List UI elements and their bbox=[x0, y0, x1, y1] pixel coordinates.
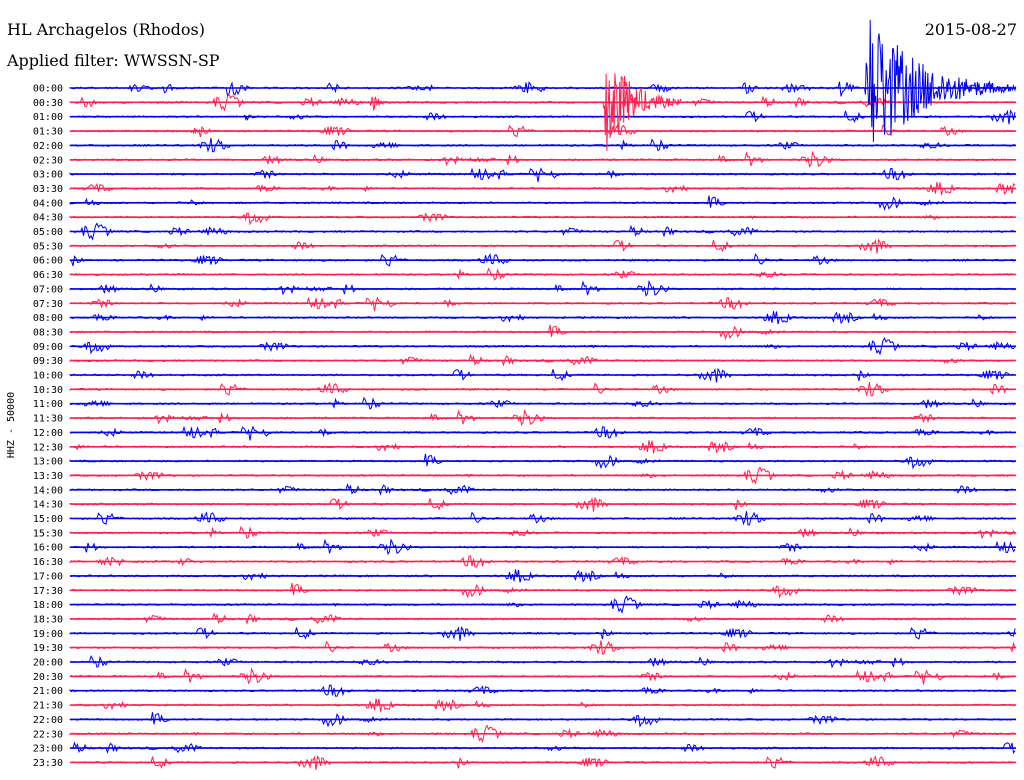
time-tick-label: 16:30 bbox=[33, 557, 63, 568]
time-tick-label: 01:30 bbox=[33, 127, 63, 138]
time-tick-label: 03:30 bbox=[33, 184, 63, 195]
time-tick-label: 15:30 bbox=[33, 528, 63, 539]
time-tick-label: 00:00 bbox=[33, 84, 63, 95]
time-tick-label: 05:00 bbox=[33, 227, 63, 238]
trace-line bbox=[69, 81, 1016, 97]
event-waveform bbox=[369, 96, 389, 112]
time-tick-label: 20:00 bbox=[33, 658, 63, 669]
event-waveform bbox=[621, 89, 641, 113]
time-tick-label: 06:30 bbox=[33, 270, 63, 281]
event-waveform bbox=[189, 127, 209, 135]
time-tick-label: 22:00 bbox=[33, 715, 63, 726]
time-tick-label: 02:00 bbox=[33, 141, 63, 152]
trace-line bbox=[69, 212, 1016, 226]
time-tick-label: 21:30 bbox=[33, 701, 63, 712]
trace-line bbox=[69, 367, 1016, 383]
time-tick-label: 08:30 bbox=[33, 327, 63, 338]
event-waveform bbox=[864, 19, 1017, 142]
event-waveform bbox=[602, 73, 682, 151]
filter-label: Applied filter: WWSSN-SP bbox=[6, 51, 220, 70]
time-tick-label: 11:30 bbox=[33, 414, 63, 425]
time-tick-label: 07:00 bbox=[33, 284, 63, 295]
time-tick-label: 15:00 bbox=[33, 514, 63, 525]
time-tick-label: 18:00 bbox=[33, 600, 63, 611]
seismic-traces bbox=[69, 81, 1016, 771]
time-tick-label: 23:30 bbox=[33, 758, 63, 769]
time-tick-label: 02:30 bbox=[33, 155, 63, 166]
time-tick-label: 09:30 bbox=[33, 356, 63, 367]
time-tick-label: 08:00 bbox=[33, 313, 63, 324]
time-tick-label: 20:30 bbox=[33, 672, 63, 683]
time-tick-label: 05:30 bbox=[33, 241, 63, 252]
time-tick-label: 00:30 bbox=[33, 98, 63, 109]
time-tick-label: 13:30 bbox=[33, 471, 63, 482]
time-tick-label: 11:00 bbox=[33, 399, 63, 410]
trace-line bbox=[69, 626, 1016, 641]
seismic-events bbox=[189, 19, 1017, 151]
time-tick-label: 03:00 bbox=[33, 170, 63, 181]
time-tick-label: 19:00 bbox=[33, 629, 63, 640]
trace-line bbox=[69, 167, 1016, 183]
station-title: HL Archagelos (Rhodos) bbox=[7, 20, 205, 39]
date-label: 2015-08-27 bbox=[925, 20, 1017, 39]
y-axis-label: HHZ - 50000 bbox=[6, 392, 17, 458]
trace-line bbox=[69, 238, 1016, 254]
time-tick-label: 04:00 bbox=[33, 198, 63, 209]
time-tick-label: 10:30 bbox=[33, 385, 63, 396]
time-tick-label: 19:30 bbox=[33, 643, 63, 654]
trace-line bbox=[69, 425, 1016, 441]
time-tick-label: 10:00 bbox=[33, 371, 63, 382]
time-tick-label: 23:00 bbox=[33, 744, 63, 755]
time-tick-label: 13:00 bbox=[33, 457, 63, 468]
trace-line bbox=[69, 296, 1016, 312]
time-tick-label: 06:00 bbox=[33, 256, 63, 267]
event-waveform bbox=[243, 114, 262, 121]
time-tick-label: 16:00 bbox=[33, 543, 63, 554]
time-tick-label: 07:30 bbox=[33, 299, 63, 310]
time-tick-label: 17:30 bbox=[33, 586, 63, 597]
time-tick-label: 14:30 bbox=[33, 500, 63, 511]
time-tick-label: 21:00 bbox=[33, 686, 63, 697]
time-tick-label: 04:30 bbox=[33, 213, 63, 224]
time-tick-label: 09:00 bbox=[33, 342, 63, 353]
time-tick-labels: 00:00 00:30 01:00 01:30 02:00 02:30 03:00 03:30… bbox=[33, 84, 63, 769]
trace-line bbox=[69, 496, 1016, 512]
time-tick-label: 17:00 bbox=[33, 571, 63, 582]
time-tick-label: 18:30 bbox=[33, 614, 63, 625]
time-tick-label: 01:00 bbox=[33, 112, 63, 123]
time-tick-label: 14:00 bbox=[33, 485, 63, 496]
trace-line bbox=[69, 755, 1016, 771]
time-tick-label: 22:30 bbox=[33, 729, 63, 740]
time-tick-label: 12:30 bbox=[33, 442, 63, 453]
time-tick-label: 12:00 bbox=[33, 428, 63, 439]
